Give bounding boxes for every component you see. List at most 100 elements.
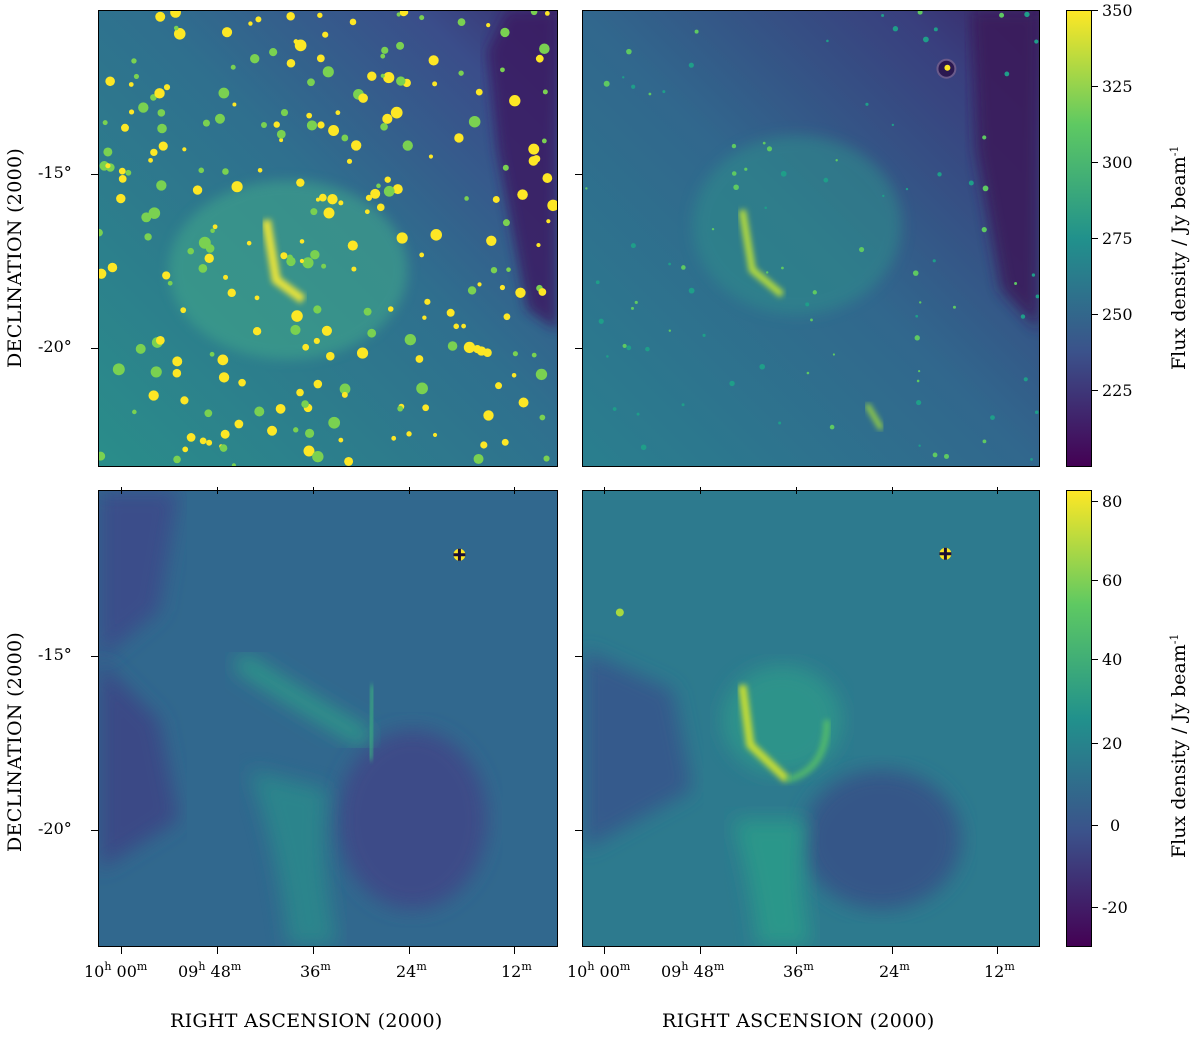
x-tick-label: 10h 00m [567, 960, 631, 981]
point-source [163, 84, 171, 91]
point-source [517, 189, 528, 200]
point-source [645, 346, 650, 352]
point-source [483, 410, 494, 421]
point-source [232, 102, 237, 107]
point-source [915, 314, 919, 318]
point-source [339, 383, 351, 395]
point-source [198, 236, 211, 249]
point-source [230, 64, 236, 70]
point-sources [99, 11, 557, 466]
point-source [322, 66, 334, 78]
panel-top-left [98, 10, 558, 467]
point-source [806, 371, 810, 375]
point-source [338, 200, 344, 206]
point-source [1023, 377, 1028, 382]
point-source [162, 271, 171, 280]
y-tick-mark [575, 830, 582, 831]
y-tick-label: -15° [38, 645, 72, 664]
sky-image-top-left [99, 11, 557, 466]
point-source [172, 368, 182, 378]
point-source [290, 324, 301, 335]
point-source [480, 441, 488, 449]
point-source [301, 400, 309, 408]
x-axis-label-right: RIGHT ASCENSION (2000) [662, 1010, 935, 1032]
point-source [350, 140, 362, 151]
point-source [832, 353, 835, 356]
point-source [536, 242, 541, 248]
point-source [541, 138, 547, 144]
point-source [630, 243, 636, 249]
point-source [192, 185, 203, 195]
point-source [234, 419, 244, 429]
point-source [338, 437, 344, 443]
point-source [135, 343, 146, 354]
point-source [759, 363, 766, 370]
point-source [416, 382, 428, 395]
colorbar-tick-label: 275 [1102, 229, 1133, 248]
point-source [397, 405, 404, 412]
y-tick-label: -20° [38, 337, 72, 356]
point-source [313, 379, 323, 389]
point-source [615, 608, 624, 617]
point-source [306, 120, 318, 131]
point-source [293, 39, 299, 44]
colorbar-title-bottom: Flux density / Jy beam-1 [1168, 633, 1190, 858]
x-tick-label: 09h 48m [178, 960, 242, 981]
point-source [865, 102, 869, 106]
point-source [923, 36, 929, 43]
point-source [447, 341, 458, 351]
point-source [917, 11, 923, 15]
point-source [206, 439, 213, 446]
point-source [128, 82, 134, 87]
point-source [512, 351, 518, 357]
point-source [321, 263, 327, 269]
point-source [198, 263, 208, 273]
point-source [383, 72, 395, 84]
point-source [148, 207, 161, 219]
point-source [199, 437, 207, 445]
x-tick-label: 12m [501, 960, 532, 981]
point-source [535, 54, 544, 63]
point-source [132, 409, 137, 415]
point-source [501, 438, 509, 446]
point-source [546, 219, 551, 224]
point-source [944, 453, 949, 459]
point-source [428, 154, 434, 159]
point-source [383, 185, 395, 197]
point-source [634, 300, 638, 305]
point-source [363, 307, 372, 316]
point-source [428, 55, 439, 66]
point-source [341, 391, 348, 398]
sky-image-top-right [583, 11, 1039, 466]
y-tick-mark [91, 830, 98, 831]
point-source [668, 329, 672, 332]
y-axis-label-top: DECLINATION (2000) [4, 147, 26, 368]
point-source [762, 141, 766, 145]
y-tick-mark [575, 174, 582, 175]
point-source [396, 12, 401, 17]
point-source [858, 246, 865, 253]
point-source [204, 409, 213, 418]
y-tick-label: -15° [38, 163, 72, 182]
point-source [313, 337, 320, 345]
point-source [275, 403, 286, 414]
point-source [219, 444, 228, 452]
point-source [457, 18, 466, 27]
colorbar-tick-label: -20 [1102, 898, 1128, 917]
point-source [1034, 410, 1039, 415]
panel-bottom-right [582, 490, 1040, 947]
point-source [218, 87, 230, 99]
x-tick-label: 12m [984, 960, 1015, 981]
point-source [681, 265, 686, 270]
point-source [1035, 294, 1039, 299]
point-source [892, 26, 899, 32]
point-source [733, 184, 739, 191]
point-source [138, 102, 149, 113]
y-tick-mark [91, 656, 98, 657]
point-source [430, 229, 443, 241]
point-source [280, 108, 289, 117]
point-source [419, 15, 425, 21]
point-source [316, 54, 325, 63]
point-source [112, 363, 125, 376]
point-source [914, 335, 920, 341]
